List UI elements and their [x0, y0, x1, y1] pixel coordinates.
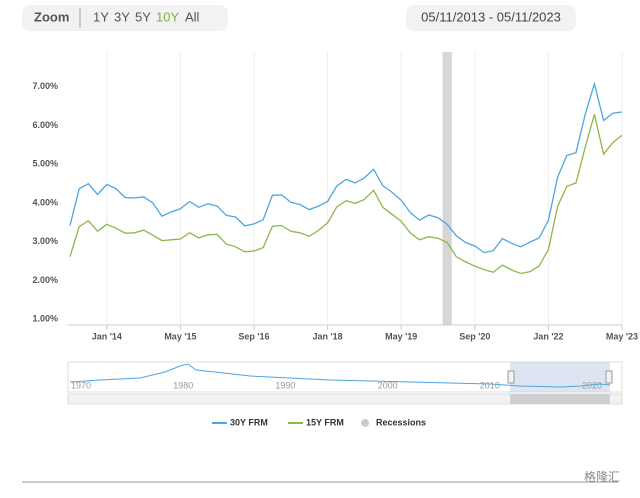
navigator-handle[interactable]	[507, 370, 515, 384]
series-line	[69, 114, 623, 275]
x-tick-label: Jan '14	[92, 331, 122, 341]
navigator-label: 2010	[480, 380, 500, 390]
x-tick-label: May '23	[606, 331, 638, 341]
date-range-box[interactable]	[406, 5, 576, 31]
zoom-button[interactable]: 5Y	[135, 9, 151, 24]
scrollbar[interactable]	[67, 393, 623, 405]
x-tick-label: Sep '20	[459, 331, 490, 341]
zoom-button[interactable]: All	[185, 9, 200, 24]
zoom-button[interactable]: 10Y	[156, 9, 179, 24]
x-tick-label: Sep '16	[238, 331, 269, 341]
navigator-label: 1980	[173, 380, 193, 390]
x-tick-label: May '19	[385, 331, 417, 341]
zoom-button[interactable]: 1Y	[93, 9, 109, 24]
x-tick-label: Jan '18	[313, 331, 343, 341]
scrollbar-thumb[interactable]	[510, 394, 610, 404]
watermark: 格隆汇	[584, 469, 620, 484]
navigator-label: 1970	[71, 380, 91, 390]
legend-label[interactable]: 15Y FRM	[306, 417, 344, 427]
y-tick-label: 5.00%	[32, 159, 58, 169]
zoom-bar	[22, 5, 228, 31]
recession-band	[442, 52, 452, 325]
y-tick-label: 4.00%	[32, 197, 58, 207]
navigator-label: 2020	[582, 380, 602, 390]
y-tick-label: 7.00%	[32, 81, 58, 91]
navigator-label: 1990	[275, 380, 295, 390]
y-tick-label: 2.00%	[32, 275, 58, 285]
x-tick-label: Jan '22	[533, 331, 563, 341]
navigator-handle[interactable]	[605, 370, 613, 384]
legend-swatch	[361, 419, 369, 427]
date-range[interactable]: 05/11/2013 - 05/11/2023	[421, 9, 561, 24]
navigator-line	[69, 363, 611, 388]
zoom-label: Zoom	[34, 9, 69, 24]
series-line	[69, 81, 623, 254]
y-tick-label: 6.00%	[32, 120, 58, 130]
y-tick-label: 3.00%	[32, 236, 58, 246]
y-tick-label: 1.00%	[32, 314, 58, 324]
legend-label[interactable]: Recessions	[376, 417, 426, 427]
navigator-label: 2000	[378, 380, 398, 390]
legend-label[interactable]: 30Y FRM	[230, 417, 268, 427]
x-tick-label: May '15	[164, 331, 196, 341]
zoom-button[interactable]: 3Y	[114, 9, 130, 24]
